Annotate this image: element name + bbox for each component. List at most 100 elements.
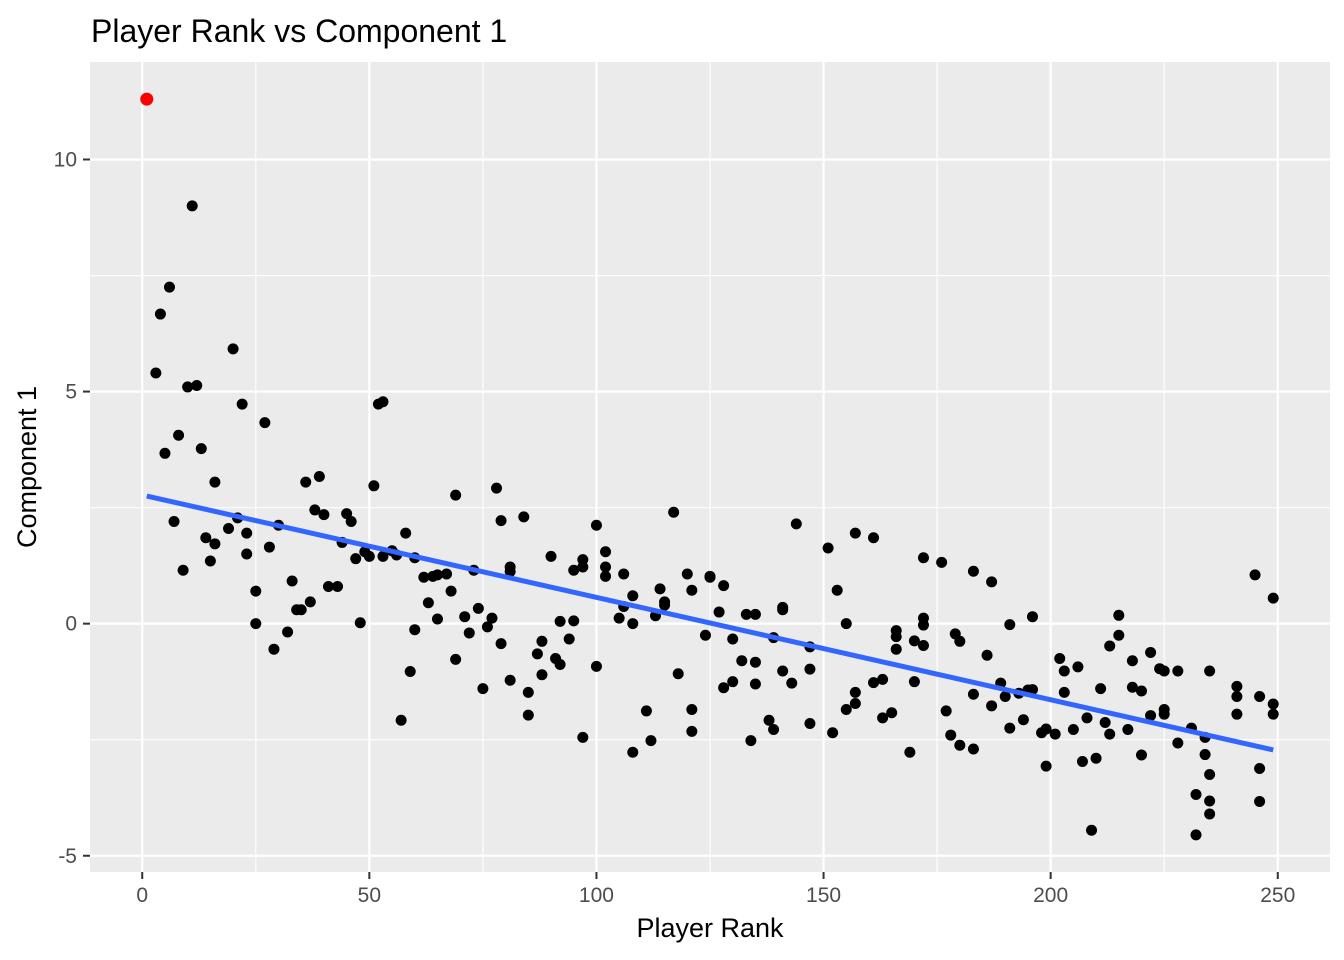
data-point bbox=[1040, 760, 1052, 772]
data-point bbox=[777, 665, 789, 677]
data-point bbox=[1190, 829, 1202, 841]
data-point bbox=[1086, 824, 1098, 836]
data-point bbox=[672, 668, 684, 680]
data-point bbox=[350, 553, 362, 565]
data-point bbox=[1158, 665, 1170, 677]
data-point bbox=[186, 200, 198, 212]
data-point bbox=[749, 608, 761, 620]
data-point bbox=[686, 725, 698, 737]
data-point bbox=[727, 633, 739, 645]
data-point bbox=[1076, 756, 1088, 768]
data-point bbox=[400, 527, 412, 539]
data-point bbox=[940, 705, 952, 717]
data-point bbox=[1058, 665, 1070, 677]
data-point bbox=[613, 612, 625, 624]
data-point bbox=[459, 611, 471, 623]
data-point bbox=[600, 546, 612, 558]
data-point bbox=[1136, 685, 1148, 697]
data-point bbox=[241, 527, 253, 539]
data-point bbox=[209, 538, 221, 550]
minor-gridlines bbox=[90, 62, 1330, 872]
x-tick-label: 0 bbox=[136, 884, 148, 907]
data-point bbox=[827, 727, 839, 739]
data-point bbox=[504, 566, 516, 578]
y-tick-label: -5 bbox=[58, 845, 77, 868]
data-point bbox=[849, 527, 861, 539]
x-axis-title: Player Rank bbox=[636, 913, 784, 943]
data-point bbox=[450, 653, 462, 665]
trend-line bbox=[146, 493, 1274, 753]
data-point bbox=[495, 638, 507, 650]
data-point bbox=[868, 677, 880, 689]
x-tick-label: 250 bbox=[1260, 884, 1295, 907]
data-point bbox=[1004, 619, 1016, 631]
data-point bbox=[1099, 717, 1111, 729]
data-point bbox=[1172, 665, 1184, 677]
chart-title: Player Rank vs Component 1 bbox=[91, 13, 507, 49]
data-point bbox=[577, 731, 589, 743]
data-point bbox=[686, 704, 698, 716]
data-point bbox=[441, 568, 453, 580]
data-point bbox=[322, 581, 334, 593]
data-point bbox=[309, 504, 321, 516]
data-point bbox=[354, 617, 366, 629]
data-point bbox=[718, 682, 730, 694]
y-tick-label: 10 bbox=[54, 148, 77, 171]
data-point bbox=[904, 746, 916, 758]
data-point bbox=[404, 665, 416, 677]
data-point bbox=[1190, 788, 1202, 800]
data-point bbox=[345, 516, 357, 528]
data-point bbox=[749, 678, 761, 690]
data-point bbox=[1067, 723, 1079, 735]
major-gridlines bbox=[90, 62, 1330, 872]
data-point bbox=[568, 615, 580, 627]
data-point bbox=[668, 506, 680, 518]
data-point bbox=[627, 746, 639, 758]
data-point bbox=[1113, 629, 1125, 641]
data-point bbox=[822, 542, 834, 554]
x-tick-label: 50 bbox=[358, 884, 381, 907]
data-point bbox=[1136, 749, 1148, 761]
data-point bbox=[840, 618, 852, 630]
data-point bbox=[173, 429, 185, 441]
data-point bbox=[1204, 808, 1216, 820]
data-point bbox=[1113, 609, 1125, 621]
data-point bbox=[704, 571, 716, 583]
data-point bbox=[763, 714, 775, 726]
data-point bbox=[241, 548, 253, 560]
data-point bbox=[504, 674, 516, 686]
data-point bbox=[477, 683, 489, 695]
data-point bbox=[917, 552, 929, 564]
data-point bbox=[1004, 722, 1016, 734]
y-tick-label: 0 bbox=[65, 613, 77, 636]
data-point bbox=[1231, 708, 1243, 720]
x-tick-label: 200 bbox=[1033, 884, 1068, 907]
data-point bbox=[849, 698, 861, 710]
data-point bbox=[954, 635, 966, 647]
data-point bbox=[522, 686, 534, 698]
data-point bbox=[491, 482, 503, 494]
data-point bbox=[522, 709, 534, 721]
data-point bbox=[227, 343, 239, 355]
data-point bbox=[986, 576, 998, 588]
trend-line-group bbox=[146, 493, 1274, 753]
data-point bbox=[999, 691, 1011, 703]
data-point bbox=[804, 717, 816, 729]
y-axis-ticks: -5 0 5 10 bbox=[54, 148, 90, 868]
y-axis-title: Component 1 bbox=[12, 386, 42, 548]
data-point bbox=[463, 627, 475, 639]
data-point bbox=[1054, 652, 1066, 664]
data-point bbox=[1145, 710, 1157, 722]
data-point bbox=[908, 635, 920, 647]
data-point bbox=[377, 550, 389, 562]
data-point bbox=[282, 626, 294, 638]
data-point bbox=[659, 596, 671, 608]
data-point bbox=[590, 519, 602, 531]
data-point bbox=[1126, 681, 1138, 693]
data-point bbox=[627, 618, 639, 630]
data-point bbox=[568, 564, 580, 576]
data-point bbox=[1249, 569, 1261, 581]
data-point bbox=[954, 739, 966, 751]
data-point bbox=[1204, 795, 1216, 807]
